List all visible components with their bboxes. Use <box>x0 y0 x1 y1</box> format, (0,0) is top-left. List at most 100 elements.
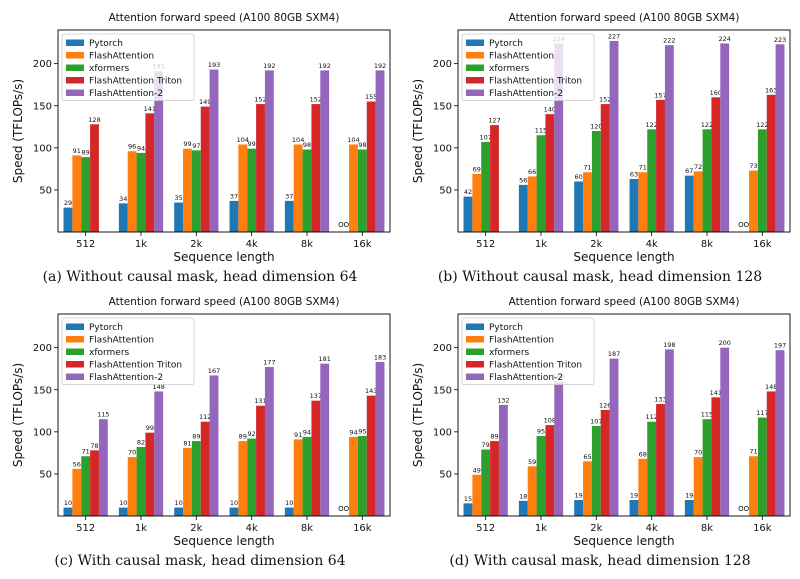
bar <box>527 176 537 232</box>
bar <box>357 149 367 232</box>
bar-value-label: 131 <box>254 397 266 405</box>
legend-swatch <box>466 361 484 368</box>
bar <box>463 503 473 516</box>
bar <box>766 94 776 232</box>
bar-value-label: 56 <box>73 460 81 468</box>
bar <box>154 391 164 516</box>
bar-value-label: 29 <box>64 199 72 207</box>
bar-value-label: 181 <box>318 355 330 363</box>
bar <box>366 101 376 233</box>
bar <box>357 436 367 516</box>
bar-value-label: 227 <box>608 32 620 40</box>
legend-label: FlashAttention-2 <box>489 89 563 99</box>
bar <box>702 419 712 516</box>
x-tick-label: 4k <box>246 523 258 534</box>
bar-value-label: 192 <box>318 62 330 70</box>
chart-panel-c: Attention forward speed (A100 80GB SXM4)… <box>0 289 400 578</box>
bar-value-label: 128 <box>88 116 100 124</box>
bar <box>311 104 321 232</box>
bar <box>320 70 330 233</box>
legend-label: FlashAttention Triton <box>489 77 582 87</box>
legend-swatch <box>466 39 484 46</box>
bar <box>518 500 528 516</box>
bar-value-label: 223 <box>774 36 786 44</box>
bar-value-label: 95 <box>537 428 545 436</box>
oom-label: OOM <box>738 505 755 513</box>
legend-swatch <box>66 39 84 46</box>
legend-label: FlashAttention <box>89 52 154 62</box>
x-tick-label: 512 <box>476 239 495 250</box>
bar <box>629 500 639 516</box>
x-axis-label: Sequence length <box>573 250 674 264</box>
bar <box>702 129 712 232</box>
bar <box>518 184 528 232</box>
bar-value-label: 96 <box>128 143 136 151</box>
bar <box>81 456 91 516</box>
legend-label: xformers <box>489 64 530 74</box>
bar-value-label: 71 <box>82 448 90 456</box>
caption-b: (b) Without causal mask, head dimension … <box>437 269 763 285</box>
bar <box>247 438 257 516</box>
bar-value-label: 99 <box>146 424 154 432</box>
bar-value-label: 37 <box>285 192 293 200</box>
bar-value-label: 112 <box>645 413 657 421</box>
bar <box>693 171 703 232</box>
bar <box>174 202 184 232</box>
y-tick-label: 150 <box>33 101 52 112</box>
bar-value-label: 115 <box>535 127 547 135</box>
bar <box>183 148 192 232</box>
bar <box>183 447 192 516</box>
legend-box <box>61 317 195 385</box>
bar <box>490 125 499 232</box>
x-tick-label: 1k <box>135 239 147 250</box>
bar <box>264 367 274 516</box>
bar-value-label: 163 <box>765 86 777 94</box>
bar-value-label: 92 <box>248 430 256 438</box>
y-tick-label: 50 <box>39 185 52 196</box>
bar <box>127 151 137 232</box>
bar-value-label: 89 <box>192 433 200 441</box>
caption-a: (a) Without causal mask, head dimension … <box>42 269 358 285</box>
bar <box>656 404 665 516</box>
bar <box>554 381 564 516</box>
bar-value-label: 148 <box>765 383 777 391</box>
bar <box>749 170 758 232</box>
bar <box>191 150 201 232</box>
x-tick-label: 16k <box>753 523 772 534</box>
bar <box>375 70 385 233</box>
bar <box>591 425 601 516</box>
y-tick-label: 200 <box>33 59 52 70</box>
bar-value-label: 193 <box>208 61 220 69</box>
bar-value-label: 107 <box>590 417 602 425</box>
bar-value-label: 10 <box>64 499 72 507</box>
bar <box>638 172 648 232</box>
bar-value-label: 122 <box>756 121 768 129</box>
x-tick-label: 512 <box>476 523 495 534</box>
bar <box>693 457 703 516</box>
x-axis-label: Sequence length <box>173 534 274 548</box>
chart-title: Attention forward speed (A100 80GB SXM4) <box>109 296 340 308</box>
bar <box>200 421 210 516</box>
x-tick-label: 2k <box>590 239 602 250</box>
plot-frame <box>57 29 391 233</box>
bar-value-label: 81 <box>183 439 191 447</box>
bar-chart-a: Attention forward speed (A100 80GB SXM4)… <box>11 12 391 264</box>
bar-value-label: 152 <box>254 96 266 104</box>
bar-chart-b: Attention forward speed (A100 80GB SXM4)… <box>411 12 791 264</box>
x-axis-label: Sequence length <box>573 534 674 548</box>
bar-value-label: 79 <box>482 441 490 449</box>
bar-value-label: 94 <box>137 144 145 152</box>
legend-label: FlashAttention <box>489 52 554 62</box>
bar <box>472 474 482 516</box>
bar <box>481 449 491 516</box>
bar <box>775 350 785 516</box>
bar <box>264 70 274 233</box>
bar-value-label: 18 <box>519 492 527 500</box>
caption-c: (c) With causal mask, head dimension 64 <box>54 553 346 569</box>
bar-value-label: 224 <box>718 35 730 43</box>
legend-label: FlashAttention-2 <box>489 373 563 383</box>
bar-value-label: 132 <box>497 396 509 404</box>
legend-swatch <box>466 336 484 343</box>
bar <box>98 419 108 516</box>
